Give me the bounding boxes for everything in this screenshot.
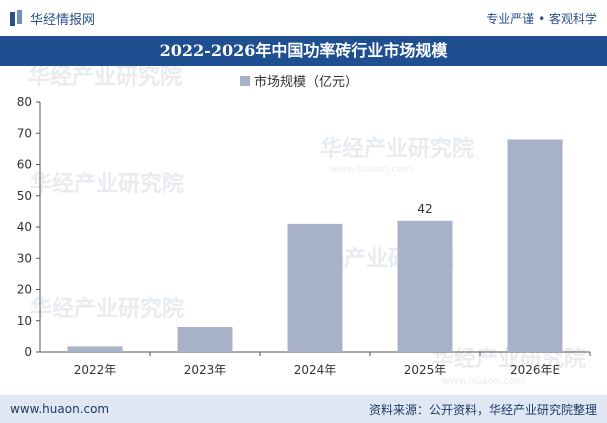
y-tick-label: 60: [17, 158, 32, 172]
y-tick-label: 10: [17, 314, 32, 328]
watermark-text: 华经产业研究院: [28, 66, 182, 90]
footer-source: 资料来源：公开资料，华经产业研究院整理: [368, 402, 597, 417]
data-labels: 42: [417, 202, 432, 216]
legend: 市场规模（亿元）: [240, 74, 358, 90]
bars: [67, 139, 563, 352]
legend-label: 市场规模（亿元）: [254, 74, 358, 90]
data-label: 42: [417, 202, 432, 216]
y-tick-label: 50: [17, 189, 32, 203]
slogan: 专业严谨 • 客观科学: [486, 11, 597, 26]
watermark-text: 华经产业研究院: [30, 171, 184, 197]
watermark-text: 华经产业研究院: [30, 296, 184, 322]
bar: [397, 220, 453, 352]
y-tick-label: 30: [17, 251, 32, 265]
bar: [287, 223, 343, 352]
bar: [177, 327, 233, 352]
huajing-logo-icon: [10, 10, 22, 26]
x-tick-label: 2023年: [184, 363, 227, 377]
top-bar: 华经情报网 专业严谨 • 客观科学: [0, 0, 607, 36]
chart-title: 2022-2026年中国功率砖行业市场规模: [0, 36, 607, 66]
legend-swatch: [240, 76, 250, 86]
x-tick-label: 2022年: [74, 363, 117, 377]
brand: 华经情报网: [10, 9, 95, 28]
y-tick-label: 20: [17, 283, 32, 297]
bar: [507, 139, 563, 352]
watermark-url: www.huaon.com: [442, 376, 525, 387]
bar-chart: 华经产业研究院 华经产业研究院 www.huaon.com 华经产业研究院 华经…: [17, 66, 591, 387]
y-tick-label: 80: [17, 95, 32, 109]
y-tick-label: 70: [17, 126, 32, 140]
x-tick-label: 2025年: [404, 363, 447, 377]
y-tick-label: 0: [24, 345, 32, 359]
watermark-url: www.huaon.com: [330, 164, 413, 175]
brand-name: 华经情报网: [30, 12, 96, 28]
footer-bar: www.huaon.com 资料来源：公开资料，华经产业研究院整理: [0, 395, 607, 423]
bar: [67, 346, 123, 352]
x-axis-labels: 2022年 2023年 2024年 2025年 2026年E: [74, 352, 591, 377]
watermark-text: 华经产业研究院: [320, 136, 474, 162]
y-axis: 0 10 20 30 40 50 60 70 80: [17, 95, 41, 359]
x-tick-label: 2026年E: [510, 363, 560, 377]
y-tick-label: 40: [17, 220, 32, 234]
x-tick-label: 2024年: [294, 363, 337, 377]
footer-website: www.huaon.com: [10, 402, 110, 416]
